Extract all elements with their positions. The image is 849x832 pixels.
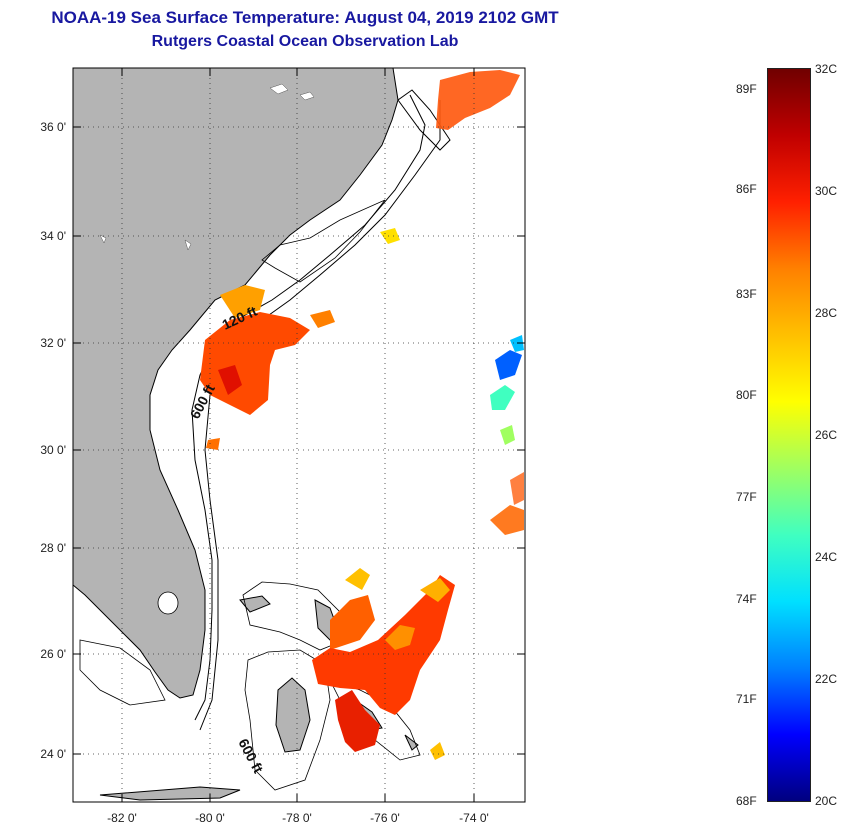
colorbar-label-26c: 26C <box>815 428 838 442</box>
colorbar-label-71f: 71F <box>736 692 757 706</box>
contour-label-600ft-south: 600 ft <box>235 736 266 776</box>
lake-okeechobee <box>157 591 179 615</box>
map-frame <box>72 67 526 803</box>
colorbar-label-28c: 28C <box>815 306 838 320</box>
lat-label-26: 26 0' <box>40 647 66 661</box>
lat-label-36: 36 0' <box>40 120 66 134</box>
colorbar-label-30c: 30C <box>815 184 838 198</box>
graticule <box>73 68 525 802</box>
lat-label-28: 28 0' <box>40 541 66 555</box>
sst-patches <box>200 70 524 760</box>
tick-marks <box>73 68 525 802</box>
colorbar-label-20c: 20C <box>815 794 838 808</box>
colorbar-label-89f: 89F <box>736 82 757 96</box>
colorbar-label-80f: 80F <box>736 388 757 402</box>
contour-label-600ft-north: 600 ft <box>187 381 218 421</box>
lat-label-32: 32 0' <box>40 336 66 350</box>
lon-label-76: -76 0' <box>370 811 400 825</box>
colorbar-label-32c: 32C <box>815 62 838 76</box>
lon-label-80: -80 0' <box>195 811 225 825</box>
temperature-colorbar <box>767 68 811 802</box>
colorbar-label-24c: 24C <box>815 550 838 564</box>
bahamas-andros <box>275 677 311 753</box>
colorbar-label-22c: 22C <box>815 672 838 686</box>
colorbar-label-77f: 77F <box>736 490 757 504</box>
lat-label-24: 24 0' <box>40 747 66 761</box>
lat-label-34: 34 0' <box>40 229 66 243</box>
lon-label-78: -78 0' <box>282 811 312 825</box>
colorbar-label-83f: 83F <box>736 287 757 301</box>
lat-label-30: 30 0' <box>40 443 66 457</box>
land-mainland <box>73 68 399 699</box>
lon-label-74: -74 0' <box>459 811 489 825</box>
colorbar-label-74f: 74F <box>736 592 757 606</box>
colorbar-label-68f: 68F <box>736 794 757 808</box>
lon-label-82: -82 0' <box>107 811 137 825</box>
map-subtitle: Rutgers Coastal Ocean Observation Lab <box>151 33 459 50</box>
map-title: NOAA-19 Sea Surface Temperature: August … <box>51 8 559 27</box>
colorbar-label-86f: 86F <box>736 182 757 196</box>
